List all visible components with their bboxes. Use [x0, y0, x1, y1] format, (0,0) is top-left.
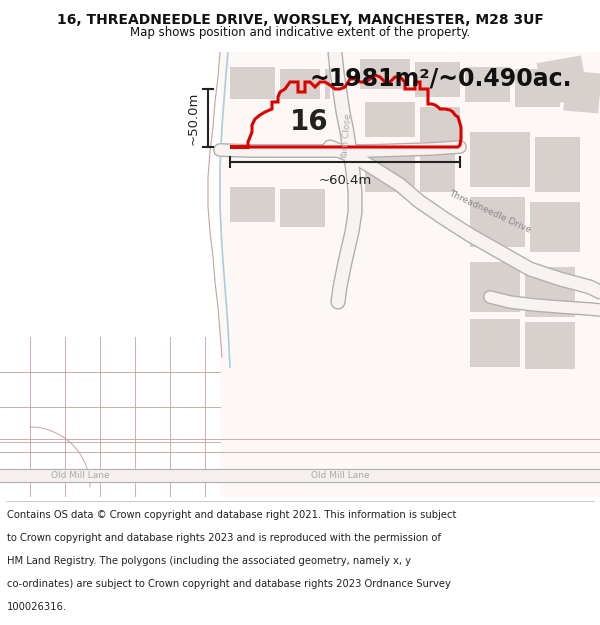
Text: Contains OS data © Crown copyright and database right 2021. This information is : Contains OS data © Crown copyright and d… — [7, 510, 457, 520]
Text: 16, THREADNEEDLE DRIVE, WORSLEY, MANCHESTER, M28 3UF: 16, THREADNEEDLE DRIVE, WORSLEY, MANCHES… — [56, 13, 544, 27]
Polygon shape — [530, 202, 580, 252]
Polygon shape — [415, 62, 460, 97]
Text: ~50.0m: ~50.0m — [187, 91, 200, 144]
Polygon shape — [230, 187, 275, 222]
Polygon shape — [420, 152, 455, 192]
Text: Map shows position and indicative extent of the property.: Map shows position and indicative extent… — [130, 26, 470, 39]
Text: HM Land Registry. The polygons (including the associated geometry, namely x, y: HM Land Registry. The polygons (includin… — [7, 556, 411, 566]
Polygon shape — [470, 197, 525, 247]
Polygon shape — [325, 69, 330, 99]
Text: co-ordinates) are subject to Crown copyright and database rights 2023 Ordnance S: co-ordinates) are subject to Crown copyr… — [7, 579, 451, 589]
Polygon shape — [535, 137, 580, 192]
Polygon shape — [465, 67, 510, 102]
Polygon shape — [525, 267, 575, 317]
Polygon shape — [515, 69, 560, 107]
Polygon shape — [220, 52, 600, 497]
Polygon shape — [470, 132, 530, 187]
Text: Yarn Close: Yarn Close — [340, 114, 353, 161]
Polygon shape — [536, 56, 589, 106]
Text: ~60.4m: ~60.4m — [319, 174, 371, 187]
Polygon shape — [360, 59, 410, 89]
Polygon shape — [230, 67, 275, 99]
Polygon shape — [365, 102, 415, 137]
Polygon shape — [470, 319, 520, 367]
Polygon shape — [280, 189, 325, 227]
Text: Old Mill Lane: Old Mill Lane — [50, 471, 109, 479]
Text: Threadneedle Drive: Threadneedle Drive — [448, 189, 533, 235]
Text: Old Mill Lane: Old Mill Lane — [311, 471, 370, 479]
Polygon shape — [280, 69, 320, 99]
Text: to Crown copyright and database rights 2023 and is reproduced with the permissio: to Crown copyright and database rights 2… — [7, 533, 441, 543]
Text: 16: 16 — [290, 108, 329, 136]
Polygon shape — [365, 147, 415, 192]
Polygon shape — [563, 71, 600, 114]
Polygon shape — [525, 322, 575, 369]
Text: 100026316.: 100026316. — [7, 602, 67, 612]
Polygon shape — [420, 107, 460, 142]
Text: ~1981m²/~0.490ac.: ~1981m²/~0.490ac. — [310, 67, 572, 91]
Polygon shape — [470, 262, 520, 312]
